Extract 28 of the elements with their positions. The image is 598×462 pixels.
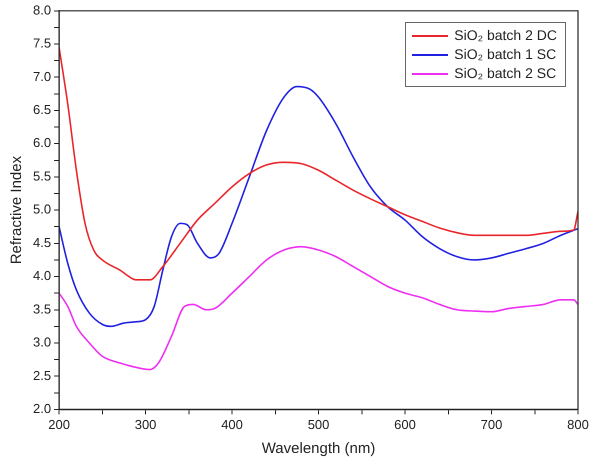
y-tick-label: 4.0	[32, 268, 52, 284]
y-tick-label: 5.5	[32, 168, 52, 184]
x-tick-label: 200	[48, 416, 70, 432]
line-series	[59, 46, 578, 281]
line-series	[59, 86, 578, 328]
y-tick-label: 4.5	[32, 234, 52, 250]
y-tick-label: 7.0	[32, 68, 52, 84]
y-tick-label: 8.0	[32, 2, 52, 18]
y-tick-label: 6.0	[32, 135, 52, 150]
x-tick-label: 400	[221, 416, 243, 432]
y-tick-label: 6.5	[32, 102, 52, 118]
legend-label: SiO₂ batch 2 SC	[454, 64, 556, 83]
x-tick-label: 500	[308, 416, 330, 432]
line-series	[59, 246, 578, 370]
x-tick-label: 600	[394, 416, 416, 432]
y-tick-label: 7.5	[32, 36, 52, 51]
y-tick-label: 3.0	[32, 334, 52, 350]
y-tick-label: 2.5	[32, 368, 52, 383]
x-axis-title: Wavelength (nm)	[262, 440, 376, 458]
legend-label: SiO₂ batch 2 DC	[454, 26, 557, 45]
y-tick-label: 5.0	[32, 202, 52, 217]
legend-label: SiO₂ batch 1 SC	[454, 45, 556, 64]
x-tick-label: 800	[567, 416, 589, 432]
x-tick-label: 300	[134, 416, 156, 432]
y-axis-title: Refractive Index	[8, 155, 26, 264]
y-tick-label: 3.5	[32, 301, 52, 316]
y-tick-label: 2.0	[32, 400, 52, 416]
x-tick-label: 700	[480, 416, 502, 432]
